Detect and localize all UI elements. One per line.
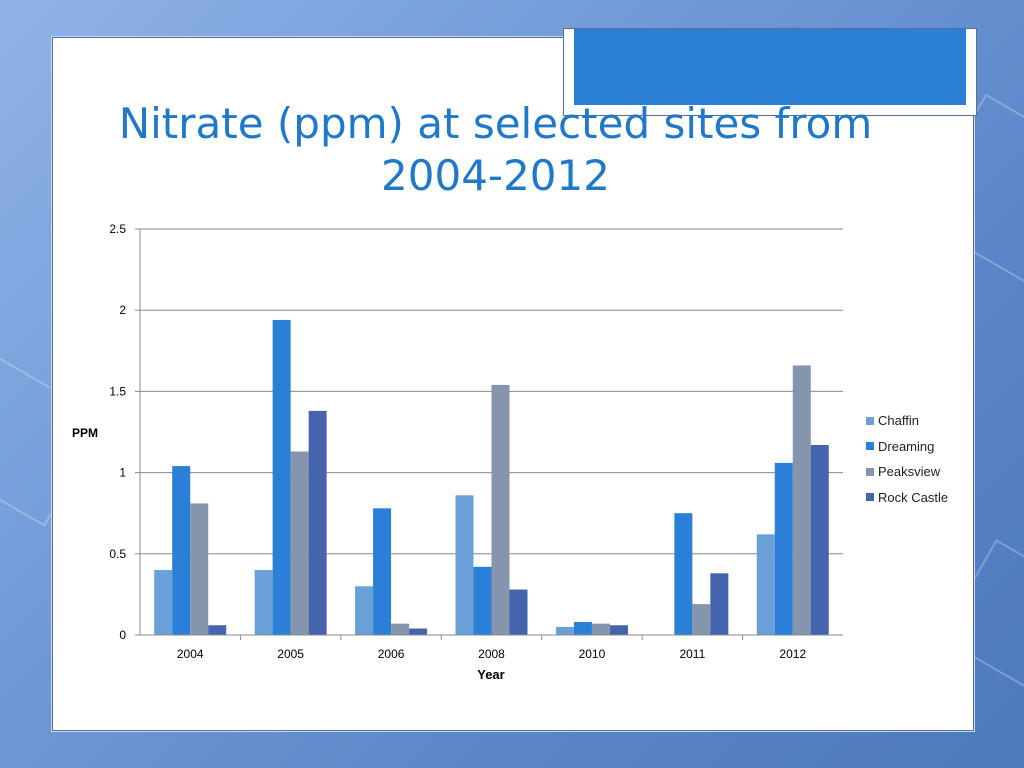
y-tick-label: 2.5 <box>109 222 126 236</box>
chart-legend: Chaffin Dreaming Peaksview Rock Castle <box>866 408 948 510</box>
bar-chaffin-2005 <box>254 570 273 635</box>
legend-swatch <box>866 416 874 425</box>
bar-peaksview-2010 <box>591 623 610 635</box>
bar-chaffin-2008 <box>455 495 474 635</box>
legend-label: Rock Castle <box>878 489 949 505</box>
bar-dreaming-2011 <box>674 513 693 635</box>
bar-rock-castle-2012 <box>810 444 829 635</box>
bar-rock-castle-2005 <box>308 410 327 635</box>
slide-title-line-2: 2004-2012 <box>381 151 610 200</box>
legend-swatch <box>866 442 874 451</box>
slide-header-tab-fill <box>574 29 966 105</box>
legend-item: Rock Castle <box>866 485 948 511</box>
bar-dreaming-2004 <box>172 466 191 635</box>
x-tick-label: 2008 <box>478 647 505 661</box>
legend-swatch <box>866 467 874 476</box>
bar-dreaming-2010 <box>573 622 592 635</box>
x-tick-label: 2006 <box>378 647 405 661</box>
x-tick-label: 2004 <box>177 647 204 661</box>
y-tick-label: 0.5 <box>109 547 126 561</box>
bar-chaffin-2004 <box>154 570 173 635</box>
bar-rock-castle-2004 <box>208 625 227 635</box>
bar-rock-castle-2011 <box>710 573 729 635</box>
bars <box>154 319 829 635</box>
legend-label: Chaffin <box>878 413 919 429</box>
bar-peaksview-2008 <box>491 384 510 635</box>
legend-item: Peaksview <box>866 459 948 485</box>
legend-swatch <box>866 493 874 502</box>
x-tick-label: 2012 <box>779 647 806 661</box>
slide-title: Nitrate (ppm) at selected sites from 200… <box>53 98 938 202</box>
bar-rock-castle-2008 <box>509 589 528 635</box>
bar-peaksview-2006 <box>391 623 410 635</box>
x-axis-title: Year <box>477 667 504 682</box>
bar-peaksview-2012 <box>792 365 811 635</box>
legend-item: Dreaming <box>866 434 948 460</box>
bar-rock-castle-2010 <box>609 625 628 635</box>
bar-rock-castle-2006 <box>409 628 428 635</box>
bar-peaksview-2004 <box>190 503 209 635</box>
slide-title-line-1: Nitrate (ppm) at selected sites from <box>118 99 873 148</box>
bar-dreaming-2006 <box>373 508 392 635</box>
legend-item: Chaffin <box>866 408 948 434</box>
bar-peaksview-2011 <box>692 604 711 635</box>
bar-dreaming-2008 <box>473 566 492 635</box>
y-tick-label: 0 <box>119 628 126 642</box>
bar-chaffin-2012 <box>756 534 775 635</box>
x-tick-label: 2011 <box>679 647 705 661</box>
x-tick-label: 2005 <box>277 647 304 661</box>
axis-labels: PPM Year <box>72 426 505 682</box>
slide-header-tab <box>563 28 977 116</box>
y-tick-label: 1.5 <box>109 384 126 398</box>
y-tick-label: 1 <box>119 466 126 480</box>
legend-label: Peaksview <box>878 464 941 480</box>
axes: 0 0.5 1 1.5 2 2.5 2004 2005 2006 2008 2010 2011 2012 <box>109 222 843 661</box>
y-axis-title: PPM <box>72 426 98 440</box>
bar-dreaming-2012 <box>774 462 793 635</box>
bar-chaffin-2006 <box>355 586 374 635</box>
x-tick-label: 2010 <box>579 647 606 661</box>
bar-peaksview-2005 <box>290 451 309 635</box>
legend-label: Dreaming <box>878 438 935 454</box>
bar-chaffin-2010 <box>555 626 574 635</box>
y-tick-label: 2 <box>119 303 126 317</box>
bar-dreaming-2005 <box>272 319 291 635</box>
